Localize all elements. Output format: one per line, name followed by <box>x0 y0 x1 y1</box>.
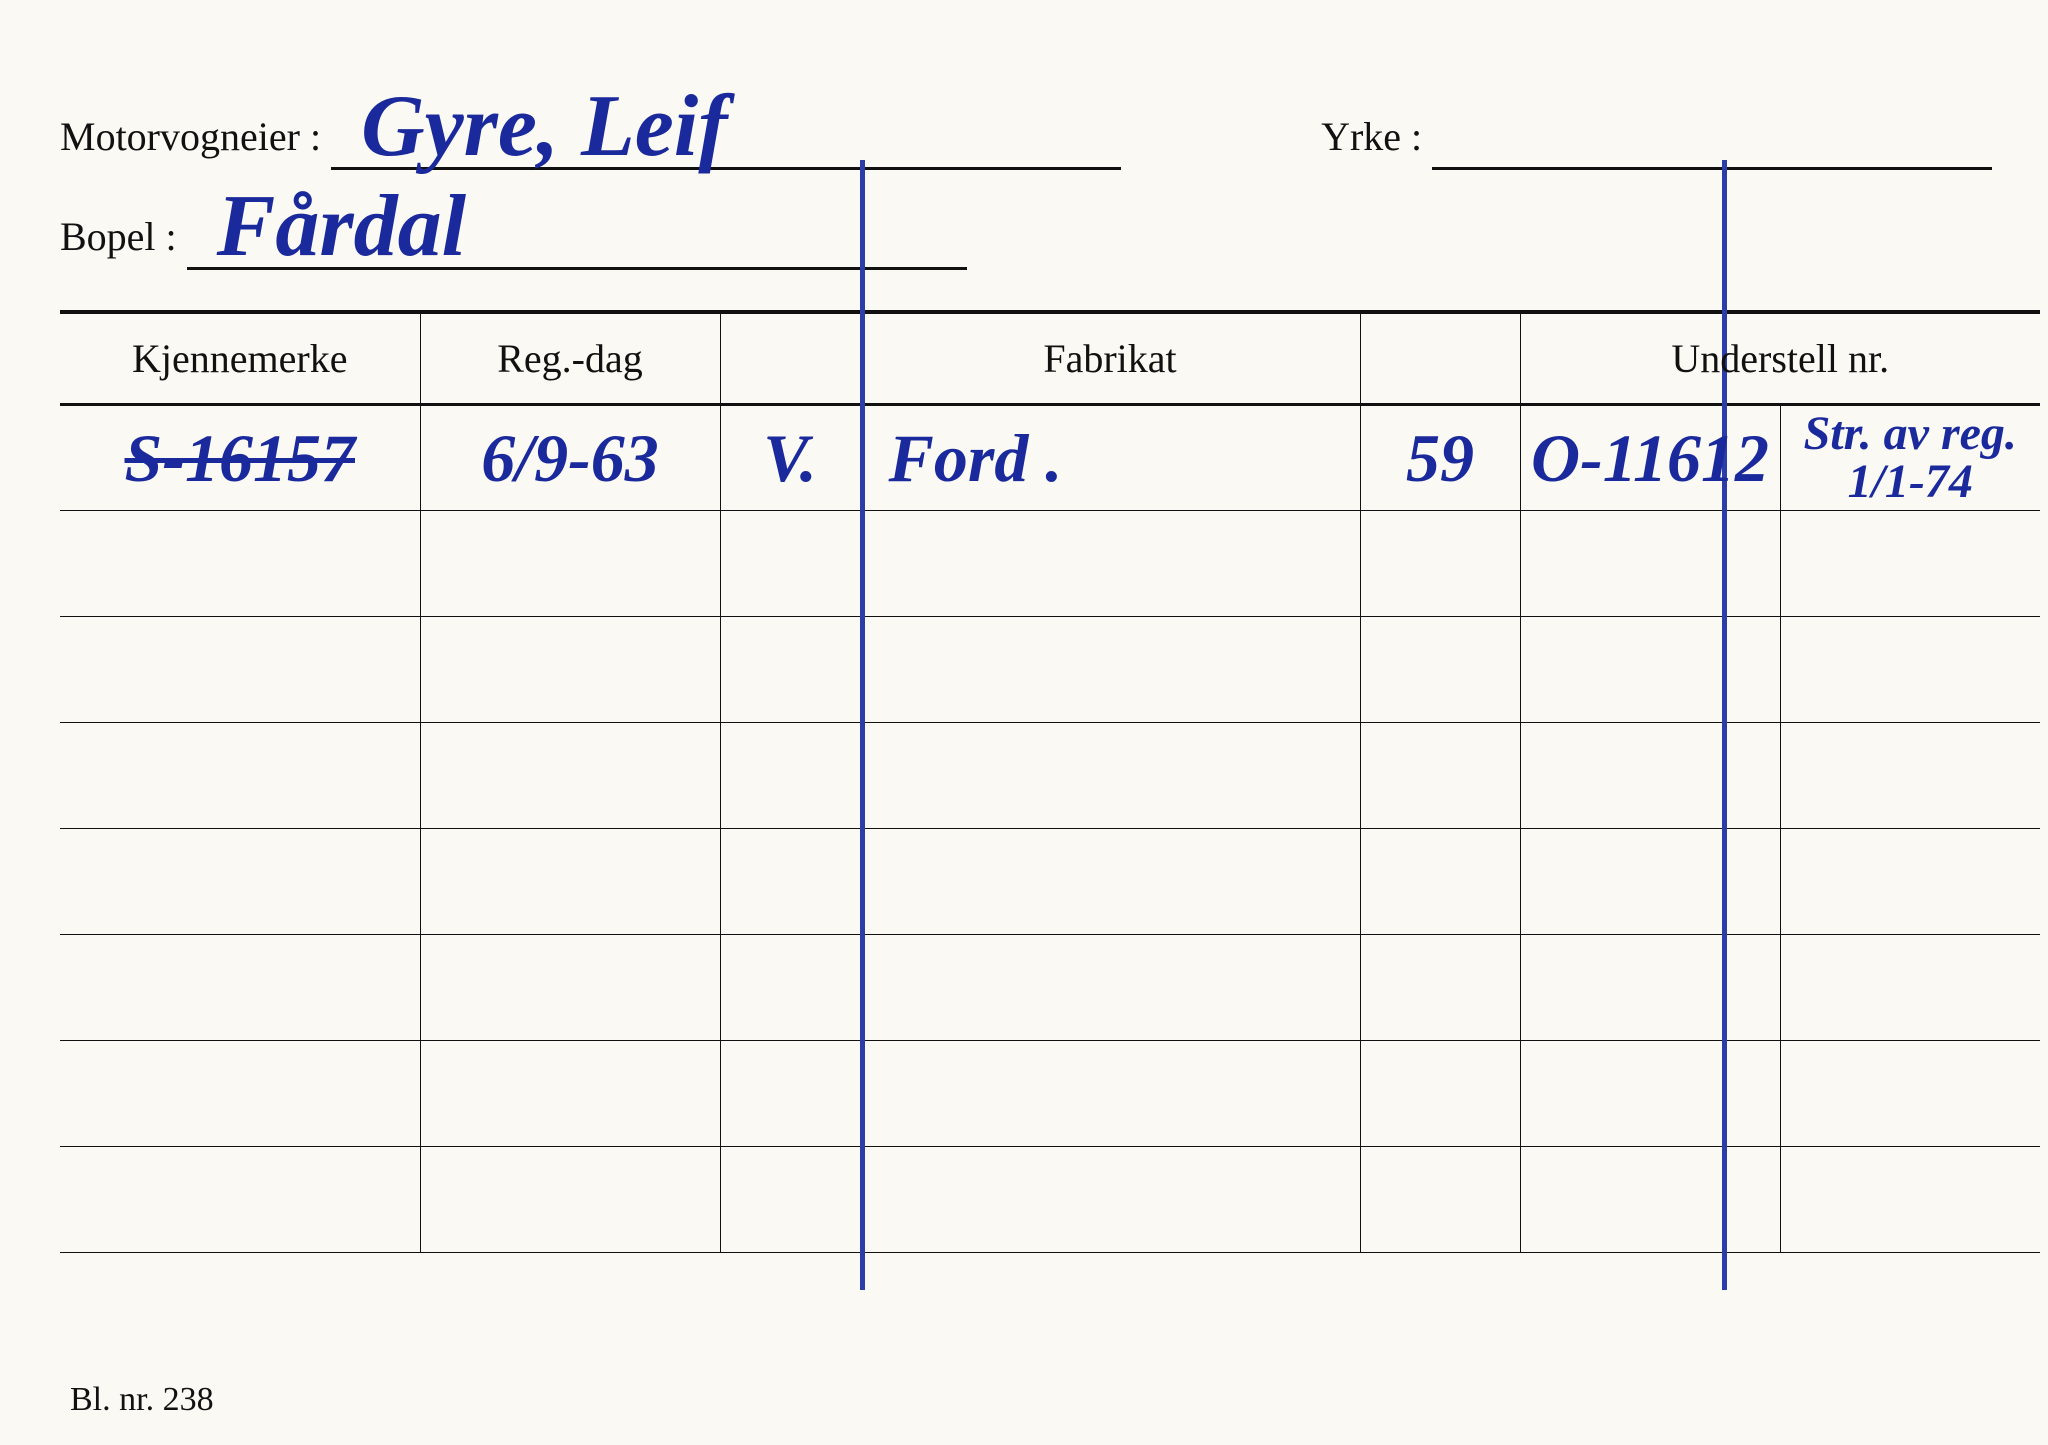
table-row <box>60 1040 2040 1146</box>
cell-kjennemerke: S-16157 <box>68 424 412 492</box>
col-blank2 <box>1360 312 1520 404</box>
cell-col3: V. <box>729 424 852 492</box>
registration-table: Kjennemerke Reg.-dag Fabrikat Understell… <box>60 310 2040 1253</box>
col-reg-dag: Reg.-dag <box>420 312 720 404</box>
table-row <box>60 828 2040 934</box>
cell-understell: O-11612 <box>1529 424 1772 492</box>
value-residence: Fårdal <box>217 183 466 271</box>
col-blank1 <box>720 312 860 404</box>
table-body: S-16157 6/9-63 V. Ford . 59 O-11612 Str.… <box>60 404 2040 1252</box>
value-owner: Gyre, Leif <box>361 83 727 171</box>
label-owner: Motorvogneier : <box>60 113 321 170</box>
col-understell: Understell nr. <box>1520 312 2040 404</box>
table-header-row: Kjennemerke Reg.-dag Fabrikat Understell… <box>60 312 2040 404</box>
label-trade: Yrke : <box>1321 113 1422 170</box>
registration-table-wrap: Kjennemerke Reg.-dag Fabrikat Understell… <box>60 310 1988 1253</box>
line-trade <box>1432 50 1992 170</box>
table-row <box>60 934 2040 1040</box>
table-row: S-16157 6/9-63 V. Ford . 59 O-11612 Str.… <box>60 404 2040 510</box>
col-kjennemerke: Kjennemerke <box>60 312 420 404</box>
form-id: Bl. nr. 238 <box>70 1381 214 1419</box>
cell-reg-dag: 6/9-63 <box>429 424 712 492</box>
table-row <box>60 616 2040 722</box>
table-row <box>60 722 2040 828</box>
table-row <box>60 510 2040 616</box>
cell-fabrikat: Ford . <box>869 424 1352 492</box>
field-row-owner-trade: Motorvogneier : Gyre, Leif Yrke : <box>60 50 1988 170</box>
table-row <box>60 1146 2040 1252</box>
cell-col5: 59 <box>1369 424 1512 492</box>
col-fabrikat: Fabrikat <box>860 312 1360 404</box>
line-residence: Fårdal <box>187 170 967 270</box>
field-row-residence: Bopel : Fårdal <box>60 170 1988 270</box>
cell-note: Str. av reg.1/1-74 <box>1789 410 2033 506</box>
line-owner: Gyre, Leif <box>331 50 1121 170</box>
label-residence: Bopel : <box>60 213 177 270</box>
vehicle-registration-card: Motorvogneier : Gyre, Leif Yrke : Bopel … <box>0 0 2048 1445</box>
